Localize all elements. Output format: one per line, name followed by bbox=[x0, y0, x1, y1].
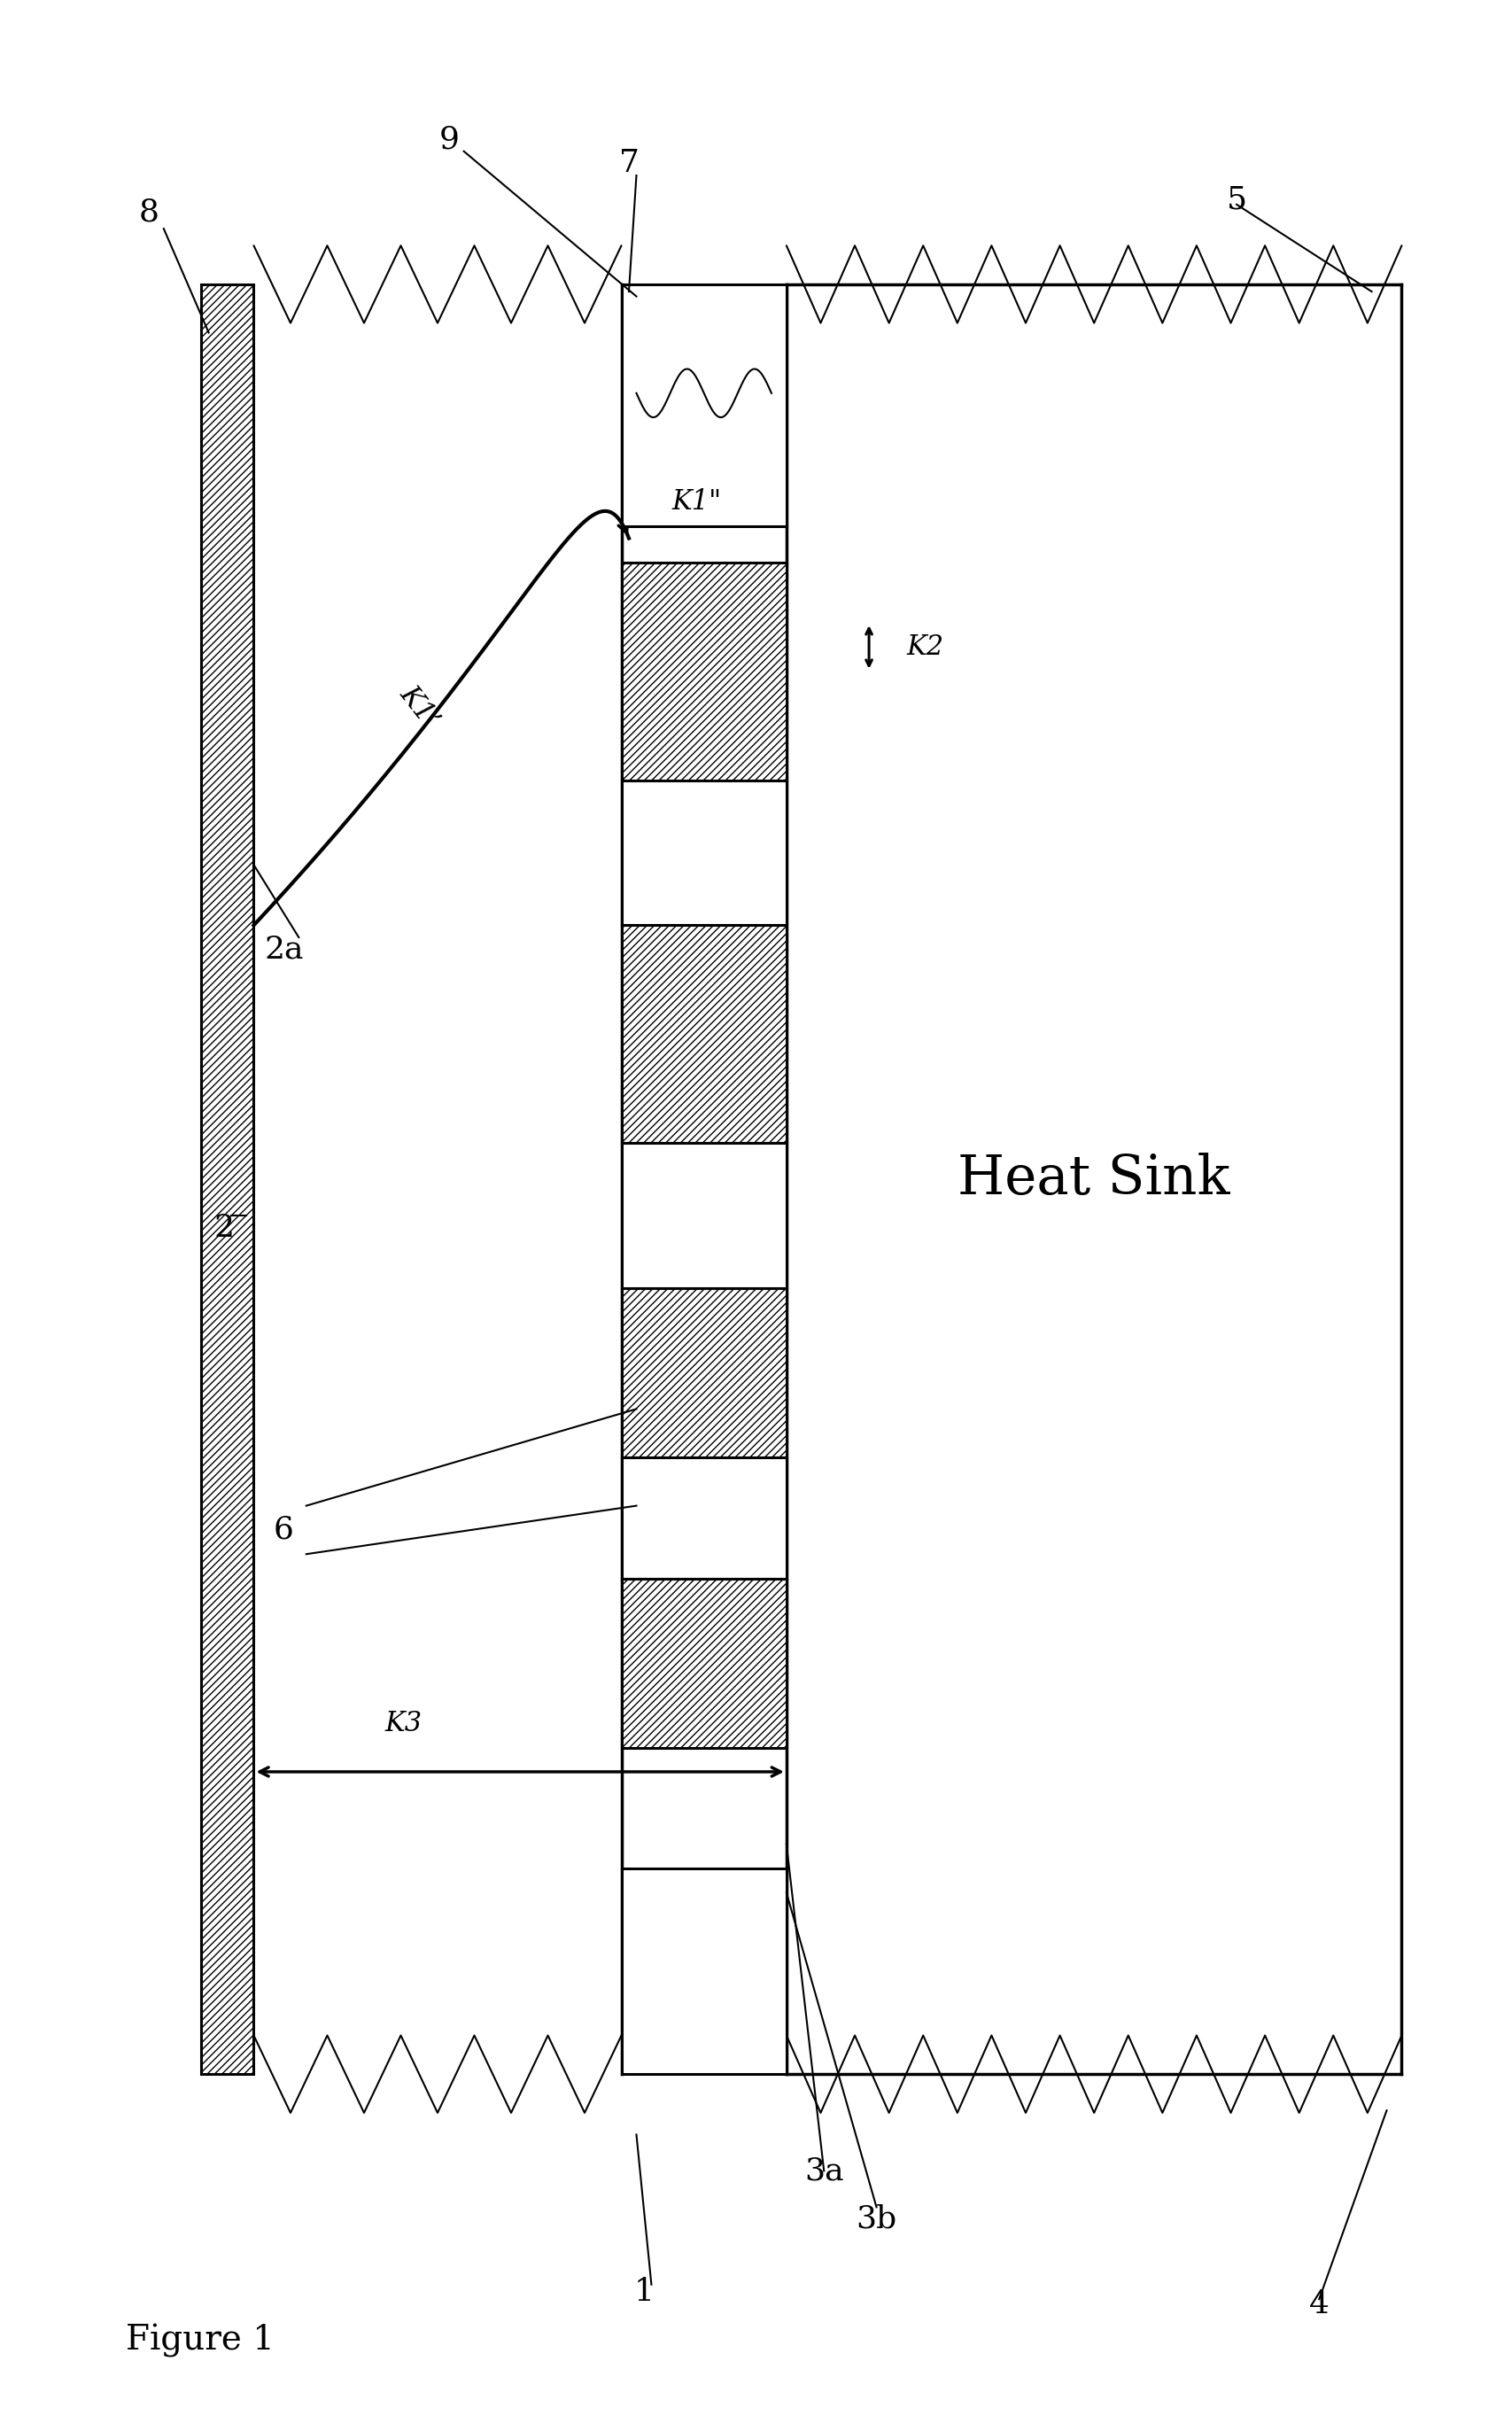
Text: 2: 2 bbox=[213, 1213, 234, 1242]
Text: Heat Sink: Heat Sink bbox=[957, 1152, 1229, 1206]
Text: K1’: K1’ bbox=[393, 681, 443, 734]
Bar bbox=[621, 780, 786, 926]
Text: 6: 6 bbox=[274, 1515, 293, 1546]
Text: 4: 4 bbox=[1308, 2290, 1329, 2319]
Bar bbox=[621, 284, 786, 525]
Text: K2: K2 bbox=[906, 634, 943, 661]
Bar bbox=[621, 562, 786, 780]
Bar bbox=[621, 926, 786, 1143]
Text: 7: 7 bbox=[618, 148, 638, 177]
Text: 1: 1 bbox=[634, 2278, 653, 2307]
Text: 2a: 2a bbox=[265, 934, 304, 965]
Bar bbox=[621, 1456, 786, 1578]
Text: K3: K3 bbox=[386, 1709, 422, 1738]
Text: 9: 9 bbox=[438, 124, 458, 153]
Text: 5: 5 bbox=[1226, 185, 1246, 214]
Text: 3a: 3a bbox=[804, 2156, 844, 2185]
Bar bbox=[621, 1288, 786, 1456]
Text: 8: 8 bbox=[139, 197, 159, 226]
Bar bbox=[621, 1578, 786, 1748]
Bar bbox=[201, 284, 254, 2074]
Text: 3b: 3b bbox=[856, 2205, 897, 2234]
Text: Figure 1: Figure 1 bbox=[125, 2324, 275, 2358]
Text: K1": K1" bbox=[671, 489, 721, 515]
Bar bbox=[621, 1869, 786, 2074]
Bar bbox=[621, 1143, 786, 1288]
